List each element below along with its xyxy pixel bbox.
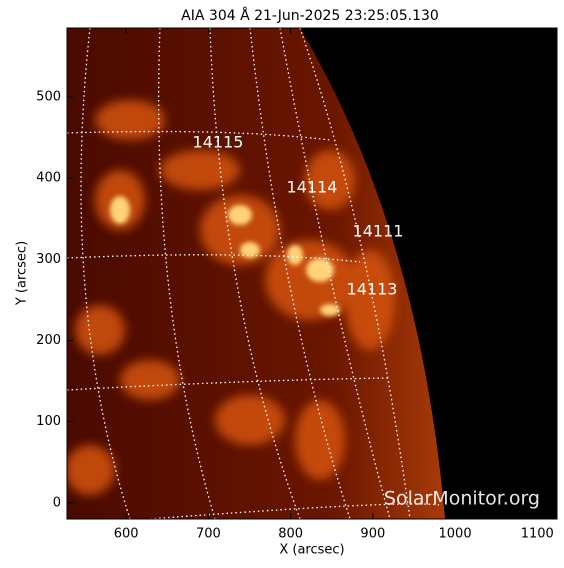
region-label: 14114 — [287, 178, 338, 197]
chart-title: AIA 304 Å 21-Jun-2025 23:25:05.130 — [181, 7, 439, 24]
watermark: SolarMonitor.org — [384, 488, 540, 510]
region-label: 14113 — [347, 280, 398, 299]
x-tick-label: 900 — [360, 527, 385, 542]
region-label: 14111 — [353, 222, 404, 241]
y-tick-label: 400 — [36, 171, 61, 186]
y-axis-label: Y (arcsec) — [15, 241, 30, 306]
x-tick-label: 1000 — [439, 527, 472, 542]
x-axis-label: X (arcsec) — [279, 543, 344, 558]
y-tick-label: 0 — [53, 495, 61, 510]
x-tick-label: 1100 — [521, 527, 554, 542]
plot-frame — [66, 27, 558, 520]
y-tick-label: 500 — [36, 89, 61, 104]
x-tick-label: 800 — [278, 527, 303, 542]
region-label: 14115 — [193, 133, 244, 152]
y-tick-label: 200 — [36, 333, 61, 348]
y-tick-label: 300 — [36, 252, 61, 267]
y-tick-label: 100 — [36, 414, 61, 429]
solar-image — [67, 28, 557, 519]
x-tick-label: 700 — [196, 527, 221, 542]
x-tick-label: 600 — [114, 527, 139, 542]
